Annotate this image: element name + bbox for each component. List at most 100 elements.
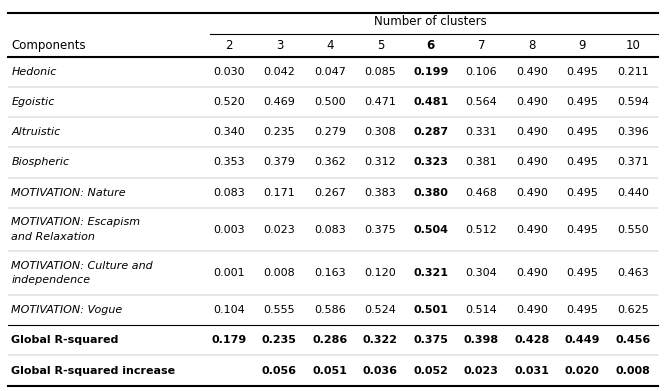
Text: 0.287: 0.287 bbox=[414, 127, 448, 137]
Text: 0.501: 0.501 bbox=[414, 305, 448, 315]
Text: 0.524: 0.524 bbox=[364, 305, 396, 315]
Text: 3: 3 bbox=[276, 39, 283, 52]
Text: 0.586: 0.586 bbox=[314, 305, 346, 315]
Text: 0.030: 0.030 bbox=[213, 67, 244, 77]
Text: 0.495: 0.495 bbox=[566, 305, 598, 315]
Text: 0.468: 0.468 bbox=[466, 188, 498, 198]
Text: 0.383: 0.383 bbox=[364, 188, 396, 198]
Text: 0.481: 0.481 bbox=[413, 97, 448, 107]
Text: 0.495: 0.495 bbox=[566, 158, 598, 167]
Text: 0.042: 0.042 bbox=[264, 67, 295, 77]
Text: Biospheric: Biospheric bbox=[11, 158, 69, 167]
Text: 0.495: 0.495 bbox=[566, 97, 598, 107]
Text: 10: 10 bbox=[625, 39, 640, 52]
Text: MOTIVATION: Vogue: MOTIVATION: Vogue bbox=[11, 305, 123, 315]
Text: 0.362: 0.362 bbox=[314, 158, 346, 167]
Text: 0.514: 0.514 bbox=[466, 305, 498, 315]
Text: 0.179: 0.179 bbox=[211, 335, 246, 345]
Text: 8: 8 bbox=[528, 39, 535, 52]
Text: 0.003: 0.003 bbox=[213, 225, 244, 235]
Text: 0.023: 0.023 bbox=[464, 366, 499, 376]
Text: 0.286: 0.286 bbox=[312, 335, 348, 345]
Text: Altruistic: Altruistic bbox=[11, 127, 61, 137]
Text: 0.120: 0.120 bbox=[364, 268, 396, 278]
Text: 0.375: 0.375 bbox=[414, 335, 448, 345]
Text: independence: independence bbox=[11, 275, 91, 285]
Text: 0.495: 0.495 bbox=[566, 225, 598, 235]
Text: 0.052: 0.052 bbox=[414, 366, 448, 376]
Text: 0.020: 0.020 bbox=[565, 366, 599, 376]
Text: 2: 2 bbox=[225, 39, 232, 52]
Text: 0.308: 0.308 bbox=[364, 127, 396, 137]
Text: 0.555: 0.555 bbox=[264, 305, 295, 315]
Text: Number of clusters: Number of clusters bbox=[374, 15, 488, 28]
Text: 4: 4 bbox=[326, 39, 334, 52]
Text: 0.500: 0.500 bbox=[314, 97, 346, 107]
Text: 0.085: 0.085 bbox=[364, 67, 396, 77]
Text: 0.381: 0.381 bbox=[466, 158, 498, 167]
Text: 0.083: 0.083 bbox=[314, 225, 346, 235]
Text: 0.495: 0.495 bbox=[566, 127, 598, 137]
Text: 0.312: 0.312 bbox=[364, 158, 396, 167]
Text: 0.490: 0.490 bbox=[516, 188, 547, 198]
Text: 0.520: 0.520 bbox=[213, 97, 245, 107]
Text: 0.106: 0.106 bbox=[466, 67, 497, 77]
Text: 0.490: 0.490 bbox=[516, 305, 547, 315]
Text: 0.564: 0.564 bbox=[466, 97, 498, 107]
Text: 5: 5 bbox=[377, 39, 384, 52]
Text: 0.490: 0.490 bbox=[516, 268, 547, 278]
Text: 0.047: 0.047 bbox=[314, 67, 346, 77]
Text: 0.495: 0.495 bbox=[566, 268, 598, 278]
Text: MOTIVATION: Escapism: MOTIVATION: Escapism bbox=[11, 217, 141, 228]
Text: 0.371: 0.371 bbox=[617, 158, 649, 167]
Text: 0.304: 0.304 bbox=[466, 268, 498, 278]
Text: 0.051: 0.051 bbox=[312, 366, 347, 376]
Text: 0.398: 0.398 bbox=[464, 335, 499, 345]
Text: 0.331: 0.331 bbox=[466, 127, 497, 137]
Text: 0.594: 0.594 bbox=[617, 97, 649, 107]
Text: 0.463: 0.463 bbox=[617, 268, 649, 278]
Text: 0.504: 0.504 bbox=[414, 225, 448, 235]
Text: 0.235: 0.235 bbox=[264, 127, 295, 137]
Text: 0.036: 0.036 bbox=[363, 366, 398, 376]
Text: 0.490: 0.490 bbox=[516, 225, 547, 235]
Text: Egoistic: Egoistic bbox=[11, 97, 55, 107]
Text: 0.379: 0.379 bbox=[264, 158, 295, 167]
Text: 0.031: 0.031 bbox=[514, 366, 549, 376]
Text: Hedonic: Hedonic bbox=[11, 67, 57, 77]
Text: 0.490: 0.490 bbox=[516, 158, 547, 167]
Text: 0.267: 0.267 bbox=[314, 188, 346, 198]
Text: MOTIVATION: Culture and: MOTIVATION: Culture and bbox=[11, 261, 153, 271]
Text: 0.321: 0.321 bbox=[414, 268, 448, 278]
Text: 0.428: 0.428 bbox=[514, 335, 549, 345]
Text: 0.380: 0.380 bbox=[414, 188, 448, 198]
Text: and Relaxation: and Relaxation bbox=[11, 232, 95, 242]
Text: 0.323: 0.323 bbox=[414, 158, 448, 167]
Text: 6: 6 bbox=[427, 39, 435, 52]
Text: 9: 9 bbox=[579, 39, 586, 52]
Text: 0.340: 0.340 bbox=[213, 127, 245, 137]
Text: Components: Components bbox=[11, 39, 86, 52]
Text: 0.490: 0.490 bbox=[516, 67, 547, 77]
Text: 0.279: 0.279 bbox=[314, 127, 346, 137]
Text: 0.490: 0.490 bbox=[516, 127, 547, 137]
Text: 0.211: 0.211 bbox=[617, 67, 649, 77]
Text: 0.199: 0.199 bbox=[413, 67, 448, 77]
Text: 0.456: 0.456 bbox=[615, 335, 651, 345]
Text: Global R-squared: Global R-squared bbox=[11, 335, 119, 345]
Text: 0.008: 0.008 bbox=[264, 268, 295, 278]
Text: 0.490: 0.490 bbox=[516, 97, 547, 107]
Text: 0.023: 0.023 bbox=[264, 225, 295, 235]
Text: 0.471: 0.471 bbox=[364, 97, 396, 107]
Text: 0.550: 0.550 bbox=[617, 225, 649, 235]
Text: 0.449: 0.449 bbox=[565, 335, 600, 345]
Text: 0.495: 0.495 bbox=[566, 67, 598, 77]
Text: 0.495: 0.495 bbox=[566, 188, 598, 198]
Text: 0.322: 0.322 bbox=[363, 335, 398, 345]
Text: 0.440: 0.440 bbox=[617, 188, 649, 198]
Text: 0.235: 0.235 bbox=[262, 335, 297, 345]
Text: 0.171: 0.171 bbox=[264, 188, 295, 198]
Text: 0.008: 0.008 bbox=[615, 366, 650, 376]
Text: 0.375: 0.375 bbox=[364, 225, 396, 235]
Text: 0.625: 0.625 bbox=[617, 305, 649, 315]
